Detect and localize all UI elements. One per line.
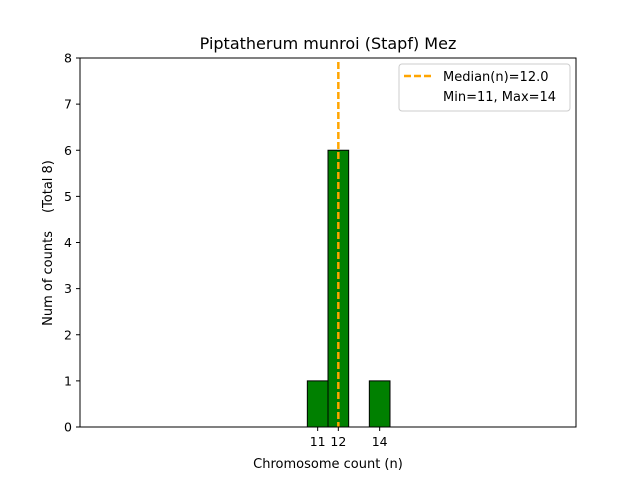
- legend-box: [398, 63, 571, 112]
- y-tick-label-5: 5: [64, 189, 72, 204]
- y-tick-label-2: 2: [64, 327, 72, 342]
- y-axis-label-main: Num of counts: [41, 231, 56, 326]
- legend-median-label: Median(n)=12.0: [443, 70, 549, 85]
- x-tick-label-14: 14: [372, 434, 388, 449]
- y-tick-label-3: 3: [64, 281, 72, 296]
- x-axis: 11 12 14: [310, 427, 388, 449]
- bars-group: [306, 149, 432, 428]
- y-axis-label-total: (Total 8): [41, 160, 56, 213]
- y-tick-label-1: 1: [64, 373, 72, 388]
- chart-title: Piptatherum munroi (Stapf) Mez: [200, 34, 457, 53]
- y-tick-label-7: 7: [64, 97, 72, 112]
- y-axis-label: Num of counts (Total 8): [41, 160, 56, 326]
- bar-14: [368, 380, 391, 428]
- bar-11: [306, 380, 329, 428]
- legend: Median(n)=12.0 Min=11, Max=14: [398, 63, 571, 112]
- y-tick-label-0: 0: [64, 420, 72, 435]
- y-tick-label-8: 8: [64, 51, 72, 66]
- y-axis: 0 1 2 3 4 5 6 7 8: [64, 51, 80, 435]
- x-tick-label-11: 11: [310, 434, 326, 449]
- y-tick-label-4: 4: [64, 235, 72, 250]
- x-axis-label: Chromosome count (n): [253, 457, 403, 472]
- legend-range-label: Min=11, Max=14: [443, 90, 556, 105]
- y-tick-label-6: 6: [64, 143, 72, 158]
- x-tick-label-12: 12: [330, 434, 346, 449]
- plot-frame: [79, 57, 577, 428]
